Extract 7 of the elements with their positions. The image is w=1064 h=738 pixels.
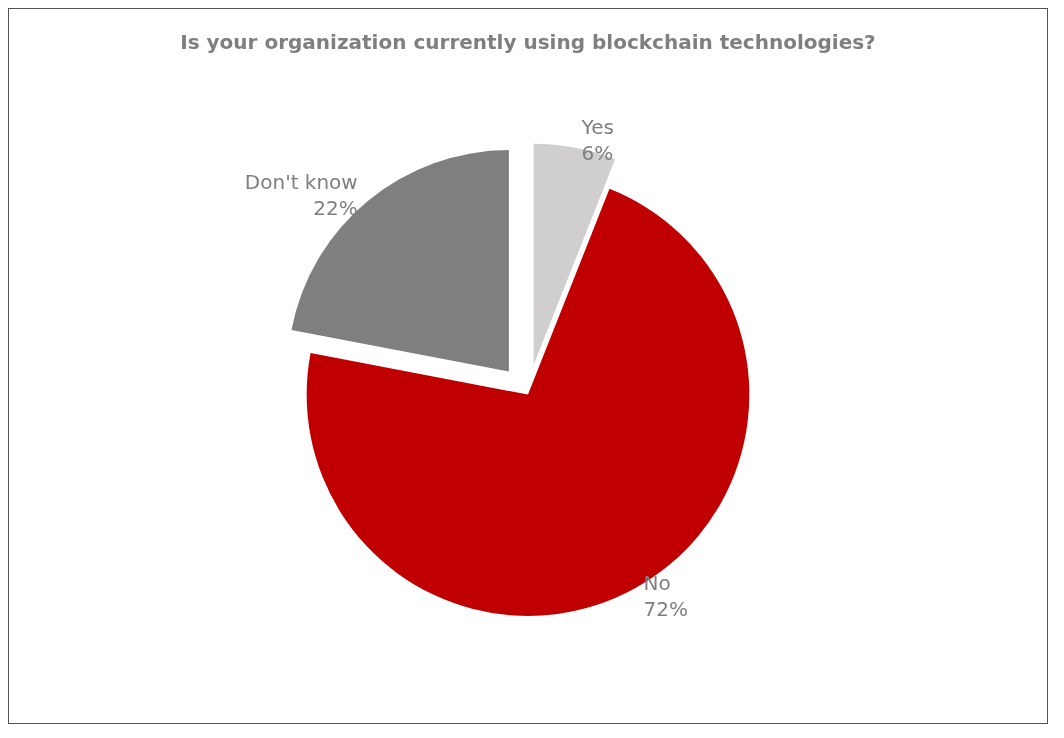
slice-label: No — [643, 570, 671, 595]
slice-label: Yes — [580, 114, 614, 139]
data-label: 22% — [313, 195, 358, 220]
data-label: 6% — [581, 140, 614, 165]
chart-title: Is your organization currently using blockchain technologies? — [180, 30, 876, 54]
data-label: 72% — [643, 596, 688, 621]
slice-label: Don't know — [244, 169, 358, 194]
